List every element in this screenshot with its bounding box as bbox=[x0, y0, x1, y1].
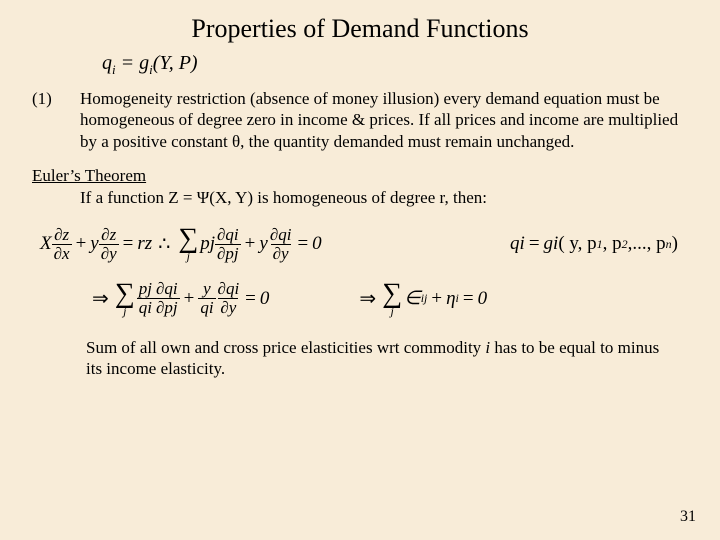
euler-body: If a function Z = Ψ(X, Y) is homogeneous… bbox=[80, 188, 688, 208]
item-text: Homogeneity restriction (absence of mone… bbox=[80, 88, 688, 152]
math-row-1: X ∂z∂x + y ∂z∂y = rz ∴ ∑j pj ∂qi∂pj + y … bbox=[32, 226, 688, 263]
property-item-1: (1) Homogeneity restriction (absence of … bbox=[32, 88, 688, 152]
qi-function: qi = gi( y, p1, p2,..., pn) bbox=[510, 233, 688, 255]
elasticity-sum: ⇒ ∑j ∈ij + ηi = 0 bbox=[359, 281, 487, 317]
page-number: 31 bbox=[680, 508, 696, 526]
slide-title: Properties of Demand Functions bbox=[32, 14, 688, 44]
euler-heading: Euler’s Theorem bbox=[32, 166, 688, 186]
math-row-2: ⇒ ∑j pjqi ∂qi∂pj + yqi ∂qi∂y = 0 ⇒ ∑j ∈i… bbox=[32, 280, 688, 317]
top-equation: qi = gi(Y, P) bbox=[102, 52, 688, 78]
conclusion-text: Sum of all own and cross price elasticit… bbox=[86, 337, 668, 380]
item-number: (1) bbox=[32, 88, 80, 152]
